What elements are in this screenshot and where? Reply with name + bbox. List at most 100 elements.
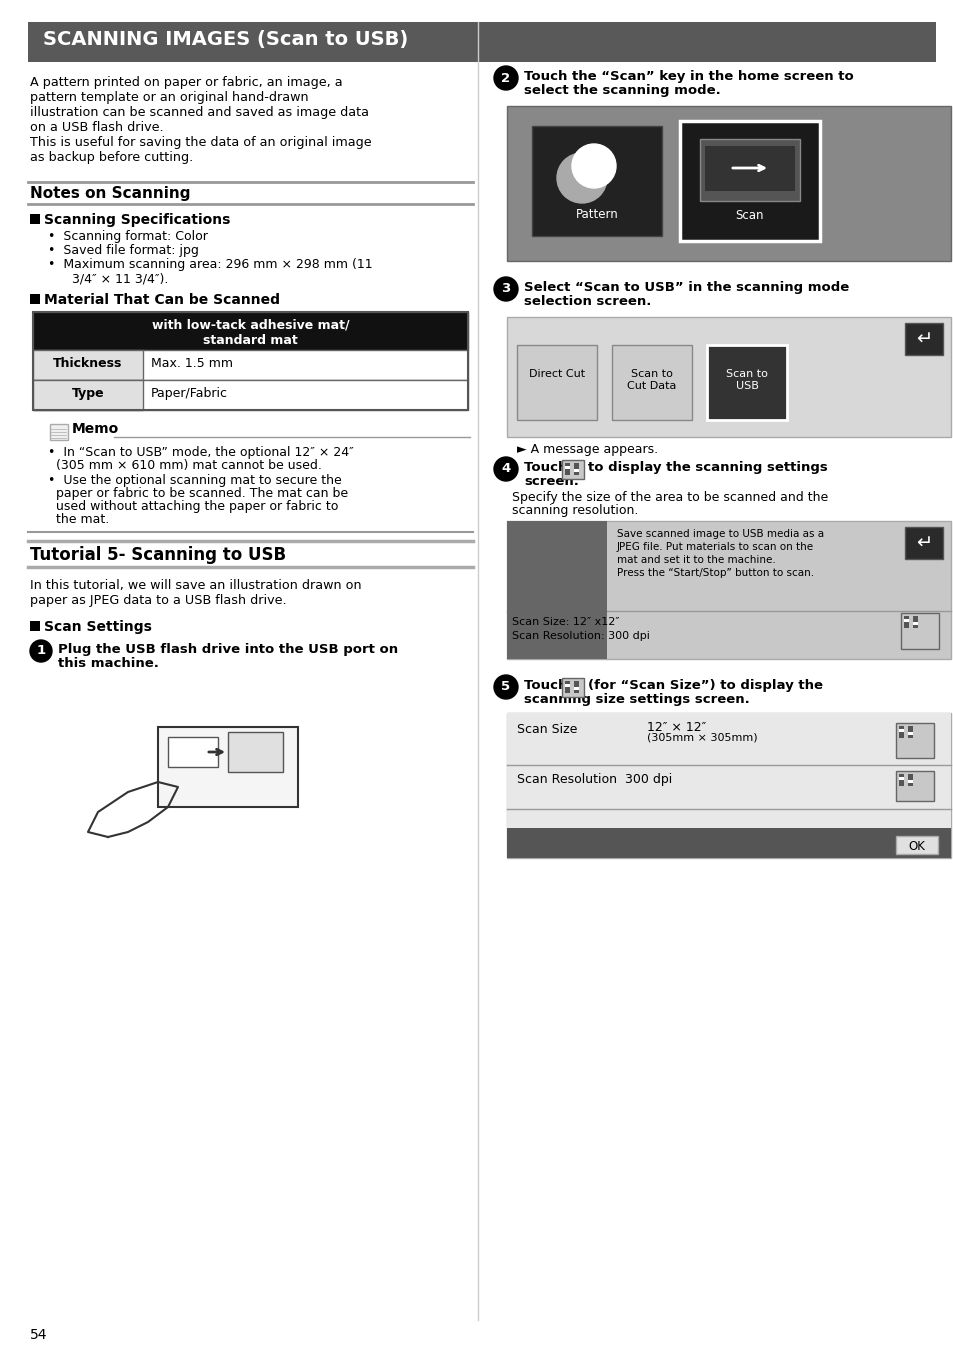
Text: 3/4″ × 11 3/4″).: 3/4″ × 11 3/4″). [56,272,168,284]
Bar [33,350,143,380]
Text: •  In “Scan to USB” mode, the optional 12″ × 24″: • In “Scan to USB” mode, the optional 12… [48,446,354,460]
Bar [158,727,297,807]
Text: paper or fabric to be scanned. The mat can be: paper or fabric to be scanned. The mat c… [56,487,348,500]
Text: scanning resolution.: scanning resolution. [512,504,638,518]
Text: A pattern printed on paper or fabric, an image, a: A pattern printed on paper or fabric, an… [30,75,342,89]
Text: Material That Can be Scanned: Material That Can be Scanned [44,293,280,307]
Bar [228,732,283,772]
Text: on a USB flash drive.: on a USB flash drive. [30,121,164,133]
Text: illustration can be scanned and saved as image data: illustration can be scanned and saved as… [30,106,369,119]
Text: Touch the “Scan” key in the home screen to: Touch the “Scan” key in the home screen … [523,70,853,84]
Text: Plug the USB flash drive into the USB port on: Plug the USB flash drive into the USB po… [58,643,397,656]
Bar [679,121,820,241]
Bar [33,311,468,410]
Text: Scan: Scan [735,209,763,222]
Text: Type: Type [71,387,104,400]
Text: Touch: Touch [523,679,572,692]
Text: Scan Resolution: 300 dpi: Scan Resolution: 300 dpi [512,631,649,642]
Bar [912,621,917,625]
Bar [704,146,794,191]
Text: Tutorial 5- Scanning to USB: Tutorial 5- Scanning to USB [30,546,286,563]
Text: 1: 1 [36,644,46,658]
Bar [898,727,903,737]
Bar [50,425,68,439]
Bar [30,621,40,631]
Bar [561,678,583,697]
Text: used without attaching the paper or fabric to: used without attaching the paper or fabr… [56,500,338,514]
Text: selection screen.: selection screen. [523,295,651,307]
Bar [30,214,40,224]
Bar [33,311,468,350]
Text: (305 mm × 610 mm) mat cannot be used.: (305 mm × 610 mm) mat cannot be used. [56,460,321,472]
Text: this machine.: this machine. [58,656,159,670]
Text: scanning size settings screen.: scanning size settings screen. [523,693,749,706]
Bar [58,677,397,896]
Text: Pattern: Pattern [575,208,618,221]
Circle shape [572,144,616,187]
Bar [506,520,950,659]
Bar [561,460,583,479]
Text: Scan to
Cut Data: Scan to Cut Data [627,369,676,391]
Circle shape [494,276,517,301]
Circle shape [494,675,517,700]
Circle shape [557,154,606,204]
Text: 4: 4 [501,462,510,476]
Bar [574,469,578,472]
Bar [517,345,597,421]
Bar [907,780,912,783]
Text: with low-tack adhesive mat/
standard mat: with low-tack adhesive mat/ standard mat [152,319,349,346]
Text: Scanning Specifications: Scanning Specifications [44,213,230,226]
Bar [895,771,933,801]
Bar [907,774,912,786]
Text: Paper/Fabric: Paper/Fabric [151,387,228,400]
Text: Scan Resolution  300 dpi: Scan Resolution 300 dpi [517,772,672,786]
Text: Touch: Touch [523,461,572,474]
Text: Scan Size: 12″ x12″: Scan Size: 12″ x12″ [512,617,618,627]
Text: ► A message appears.: ► A message appears. [517,443,658,456]
Text: Press the “Start/Stop” button to scan.: Press the “Start/Stop” button to scan. [617,568,813,578]
Text: (305mm × 305mm): (305mm × 305mm) [646,733,757,743]
Text: Select “Scan to USB” in the scanning mode: Select “Scan to USB” in the scanning mod… [523,280,848,294]
Circle shape [494,457,517,481]
Bar [903,616,908,628]
Text: Direct Cut: Direct Cut [528,369,584,379]
Bar [700,139,800,201]
Text: This is useful for saving the data of an original image: This is useful for saving the data of an… [30,136,372,150]
Text: •  Maximum scanning area: 296 mm × 298 mm (11: • Maximum scanning area: 296 mm × 298 mm… [48,257,373,271]
Bar [895,723,933,758]
Text: •  Scanning format: Color: • Scanning format: Color [48,231,208,243]
Text: Scan Settings: Scan Settings [44,620,152,634]
Bar [898,774,903,786]
Bar [532,125,661,236]
Text: 5: 5 [501,681,510,693]
Bar [30,294,40,305]
Bar [907,732,912,735]
Text: •  Saved file format: jpg: • Saved file format: jpg [48,244,198,257]
Text: Thickness: Thickness [53,357,123,369]
Text: Save scanned image to USB media as a: Save scanned image to USB media as a [617,528,823,539]
Text: to display the scanning settings: to display the scanning settings [587,461,827,474]
Text: 3: 3 [501,283,510,295]
Text: Memo: Memo [71,422,119,435]
Text: ↵: ↵ [915,534,931,553]
Text: OK: OK [907,840,924,853]
Text: Notes on Scanning: Notes on Scanning [30,186,191,201]
Circle shape [494,66,517,90]
Bar [564,683,569,687]
Text: select the scanning mode.: select the scanning mode. [523,84,720,97]
Circle shape [30,640,52,662]
Text: Scan Size: Scan Size [517,723,577,736]
Bar [168,737,218,767]
Bar [506,106,950,262]
Text: Max. 1.5 mm: Max. 1.5 mm [151,357,233,369]
Text: screen.: screen. [523,474,578,488]
Text: JPEG file. Put materials to scan on the: JPEG file. Put materials to scan on the [617,542,813,551]
Bar [574,687,578,690]
Bar [898,729,903,732]
Text: 12″ × 12″: 12″ × 12″ [646,721,705,735]
Bar [574,462,578,474]
Bar [33,380,468,410]
Text: ↵: ↵ [915,329,931,349]
Bar [564,466,569,469]
Bar [574,681,578,693]
